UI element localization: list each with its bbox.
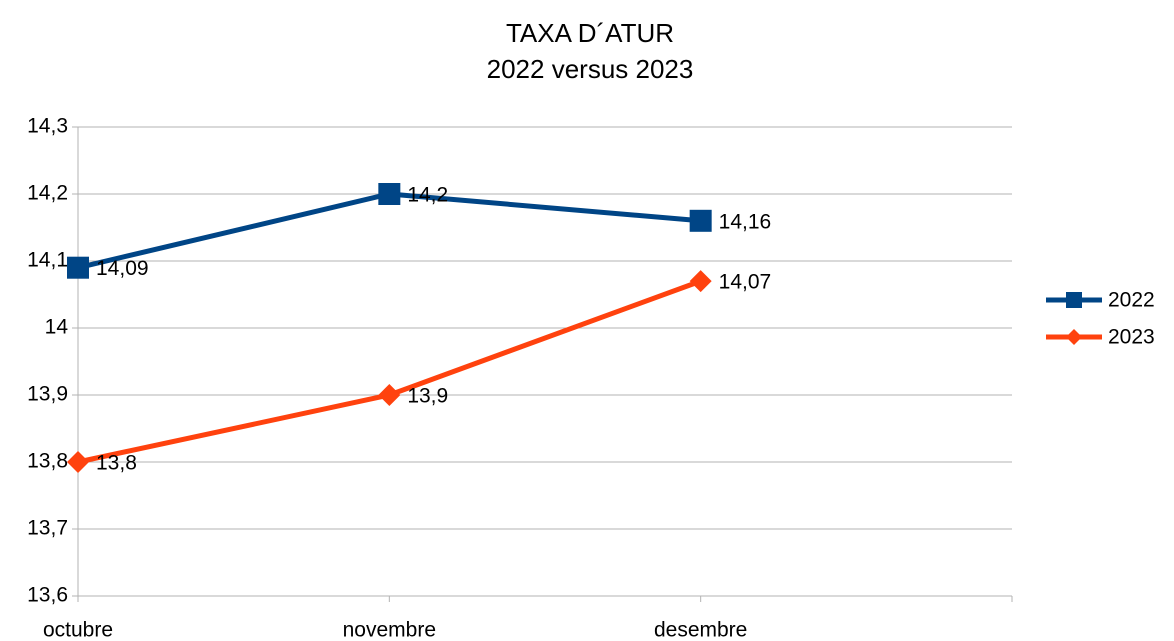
data-label: 14,16 bbox=[719, 210, 772, 233]
x-tick-label: octubre bbox=[43, 619, 113, 641]
legend-label: 2022 bbox=[1108, 289, 1155, 312]
marker bbox=[67, 451, 89, 473]
chart-subtitle: 2022 versus 2023 bbox=[487, 54, 694, 84]
marker bbox=[67, 256, 89, 279]
series-line bbox=[77, 191, 701, 271]
y-tick-label: 13,6 bbox=[27, 584, 68, 607]
y-tick-label: 14,3 bbox=[27, 115, 68, 138]
data-label: 13,8 bbox=[96, 452, 137, 475]
x-tick-label: novembre bbox=[343, 619, 436, 641]
marker bbox=[689, 270, 712, 293]
series-line bbox=[77, 278, 702, 465]
y-tick-label: 14,1 bbox=[27, 249, 68, 272]
legend-label: 2023 bbox=[1108, 326, 1155, 349]
marker bbox=[689, 209, 712, 232]
marker bbox=[1066, 329, 1082, 345]
chart-title: TAXA D´ATUR bbox=[506, 18, 674, 48]
y-tick-label: 14 bbox=[45, 316, 69, 339]
data-label: 14,07 bbox=[719, 271, 772, 294]
data-label: 14,2 bbox=[407, 184, 448, 207]
data-label: 14,09 bbox=[96, 257, 149, 280]
data-label: 13,9 bbox=[407, 385, 448, 408]
y-tick-label: 14,2 bbox=[27, 182, 68, 205]
marker bbox=[378, 384, 401, 406]
marker bbox=[378, 183, 401, 205]
x-tick-label: desembre bbox=[654, 619, 747, 641]
y-tick-label: 13,9 bbox=[27, 383, 68, 406]
marker bbox=[1066, 292, 1082, 308]
y-tick-label: 13,7 bbox=[27, 517, 68, 540]
y-tick-label: 13,8 bbox=[27, 450, 68, 473]
